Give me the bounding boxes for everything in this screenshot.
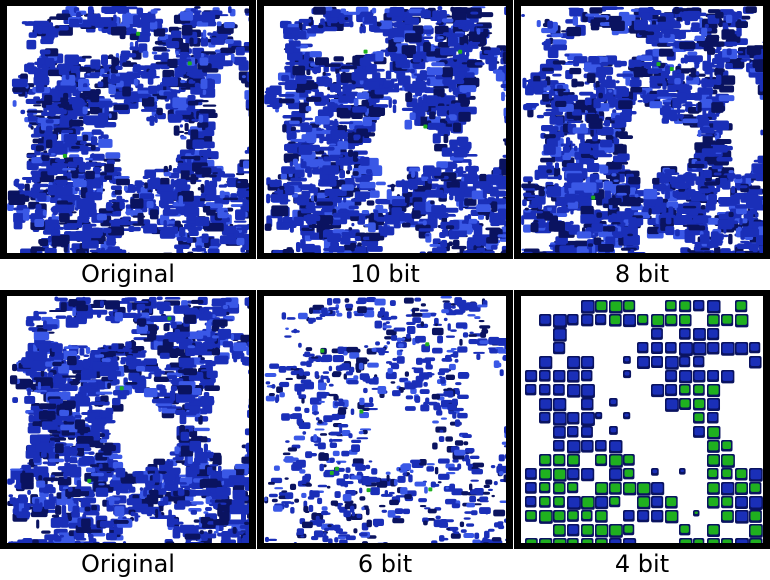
caption-original-2: Original (81, 550, 175, 578)
volume-render (7, 296, 249, 543)
volume-blobs (7, 296, 249, 543)
render-panel-original-1 (0, 0, 256, 259)
volume-render (264, 6, 506, 253)
caption-original-1: Original (81, 260, 175, 288)
render-view (521, 296, 763, 543)
render-panel-4bit (514, 290, 770, 549)
render-panel-8bit (514, 0, 770, 259)
volume-blobs (521, 6, 763, 253)
volume-blobs (264, 296, 506, 543)
volume-render (525, 300, 763, 543)
caption-6bit: 6 bit (357, 550, 413, 578)
caption-8bit: 8 bit (614, 260, 670, 288)
render-panel-original-2 (0, 290, 256, 549)
volume-blobs (7, 6, 249, 253)
caption-10bit: 10 bit (350, 260, 420, 288)
render-view (264, 296, 506, 543)
volume-render (7, 6, 249, 253)
volume-blobs (525, 300, 763, 543)
volume-render (264, 296, 506, 543)
volume-blobs (264, 6, 506, 253)
render-view (7, 6, 249, 253)
render-view (7, 296, 249, 543)
caption-4bit: 4 bit (614, 550, 670, 578)
render-panel-10bit (257, 0, 513, 259)
render-view (264, 6, 506, 253)
render-panel-6bit (257, 290, 513, 549)
volume-render (521, 6, 763, 253)
render-view (521, 6, 763, 253)
